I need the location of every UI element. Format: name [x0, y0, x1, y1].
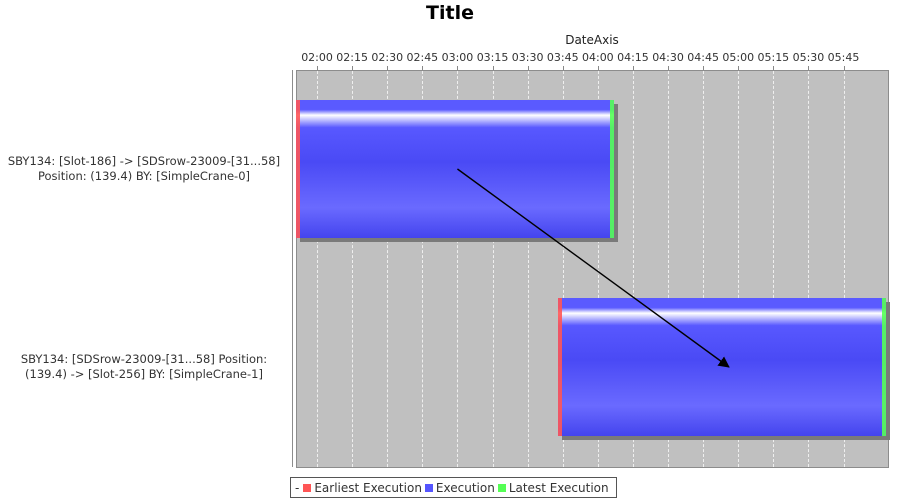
x-tick-label: 03:00 — [441, 51, 474, 64]
legend-item: Earliest Execution — [303, 481, 422, 495]
gridline — [668, 71, 670, 467]
x-tick-mark — [422, 66, 424, 70]
x-tick-label: 04:15 — [617, 51, 649, 64]
legend-item: Latest Execution — [497, 480, 609, 495]
x-tick-label: 05:15 — [757, 51, 790, 64]
earliest-execution-marker — [296, 99, 300, 239]
gridline — [352, 71, 354, 467]
x-tick-label: 04:30 — [652, 51, 684, 64]
gridline — [492, 71, 494, 467]
x-tick-mark — [668, 66, 670, 70]
x-tick-label: 02:00 — [301, 51, 333, 64]
x-tick-label: 02:15 — [336, 51, 368, 64]
gridline — [632, 71, 634, 467]
legend: - Earliest Execution Execution Latest Exec… — [290, 477, 617, 498]
gridline — [422, 71, 424, 467]
x-tick-mark — [738, 66, 740, 70]
gridline — [703, 71, 705, 467]
chart-title: Title — [426, 2, 474, 24]
legend-prefix: - — [295, 480, 300, 495]
gridline — [738, 71, 740, 467]
x-tick-label: 04:45 — [687, 51, 719, 64]
gridline — [317, 71, 319, 467]
x-tick-label: 02:30 — [371, 51, 404, 64]
x-tick-label: 05:00 — [722, 51, 755, 64]
legend-label: Latest Execution — [508, 480, 609, 495]
x-tick-label: 03:15 — [476, 51, 509, 64]
latest-execution-marker — [610, 99, 615, 239]
gridline — [457, 71, 459, 467]
x-tick-mark — [527, 66, 529, 70]
x-tick-mark — [808, 66, 810, 70]
gridline — [562, 71, 564, 467]
x-tick-mark — [457, 66, 459, 70]
task-label-line: SBY134: [SDSrow-23009-[31...58] Position… — [20, 352, 268, 366]
x-tick-mark — [843, 66, 845, 70]
x-tick-label: 04:00 — [581, 51, 614, 64]
x-tick-mark — [773, 66, 775, 70]
x-tick-label: 05:45 — [827, 51, 860, 64]
legend-label: Execution — [435, 480, 495, 495]
task-label-line: Position: (139.4) BY: [SimpleCrane-0] — [37, 169, 251, 183]
x-tick-mark — [352, 66, 354, 70]
x-tick-mark — [492, 66, 494, 70]
x-tick-mark — [632, 66, 634, 70]
gridline — [808, 71, 810, 467]
legend-swatch — [424, 483, 433, 492]
legend-item: Execution — [424, 480, 495, 495]
y-axis-line — [292, 70, 293, 467]
legend-label: Earliest Execution — [314, 480, 422, 495]
task-label: SBY134: [Slot-186] -> [SDSrow-23009-[31.… — [6, 154, 282, 184]
x-tick-mark — [562, 66, 564, 70]
x-tick-mark — [387, 66, 389, 70]
task-bar[interactable] — [296, 99, 615, 239]
x-axis-label: DateAxis — [565, 33, 619, 47]
x-tick-label: 02:45 — [406, 51, 439, 64]
gridline — [597, 71, 599, 467]
legend-swatch — [497, 483, 506, 492]
gridline — [843, 71, 845, 467]
gridline — [527, 71, 529, 467]
task-label-line: SBY134: [Slot-186] -> [SDSrow-23009-[31.… — [7, 154, 281, 168]
dependency-arrow-line — [457, 168, 730, 368]
x-tick-mark — [703, 66, 705, 70]
x-tick-mark — [597, 66, 599, 70]
x-tick-label: 03:45 — [546, 51, 579, 64]
earliest-execution-marker — [558, 297, 563, 437]
x-tick-label: 05:30 — [792, 51, 825, 64]
legend-swatch — [303, 483, 312, 492]
task-label-line: (139.4) -> [Slot-256] BY: [SimpleCrane-1… — [25, 367, 263, 381]
task-label: SBY134: [SDSrow-23009-[31...58] Position… — [6, 352, 282, 382]
gridline — [387, 71, 389, 467]
x-tick-label: 03:30 — [511, 51, 544, 64]
latest-execution-marker — [881, 297, 886, 437]
gridline — [773, 71, 775, 467]
x-tick-mark — [317, 66, 319, 70]
